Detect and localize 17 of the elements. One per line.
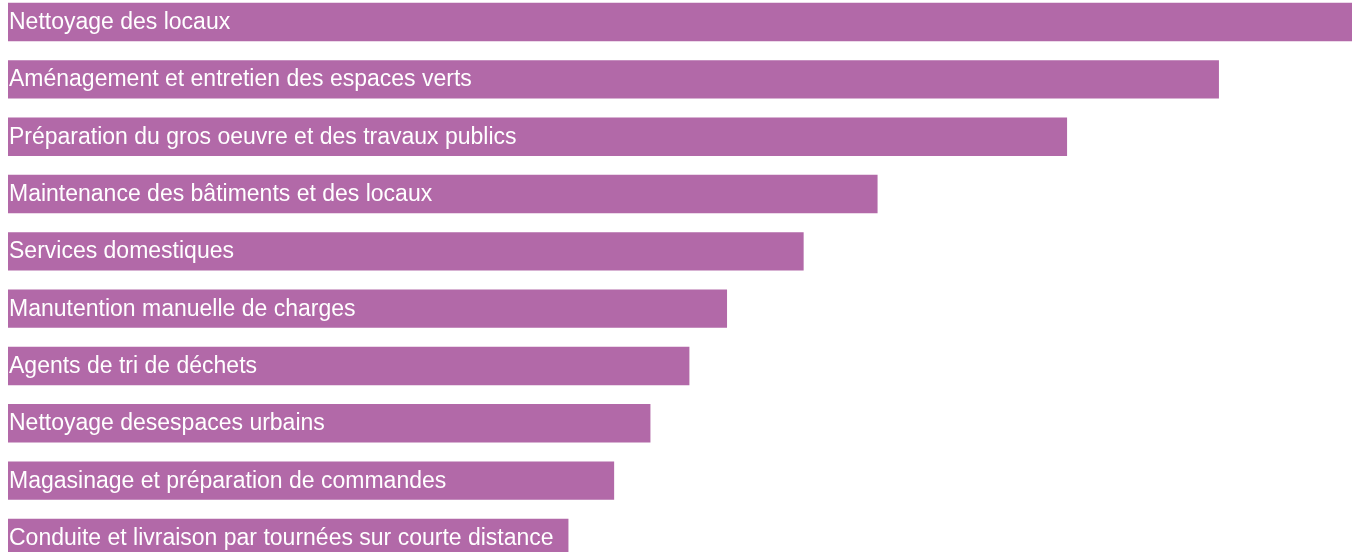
y-tick-label: Aménagement et entretien des espaces verts	[9, 65, 472, 92]
y-tick-label: Services domestiques	[9, 237, 234, 264]
y-tick-label: Agents de tri de déchets	[9, 351, 258, 378]
bar	[8, 2, 1352, 42]
bar	[8, 346, 690, 386]
y-tick-label: Magasinage et préparation de commandes	[9, 466, 447, 493]
bar	[8, 232, 804, 271]
y-tick-label: Manutention manuelle de charges	[9, 294, 356, 321]
y-tick-label: Nettoyage desespaces urbains	[9, 409, 325, 436]
bar	[8, 60, 1219, 99]
bar	[8, 117, 1068, 156]
bar	[8, 289, 728, 328]
y-tick-label: Maintenance des bâtiments et des locaux	[9, 180, 433, 207]
y-tick-label: Préparation du gros oeuvre et des travaux publics	[9, 122, 517, 149]
bar	[8, 174, 878, 214]
y-tick-label: Nettoyage des locaux	[9, 8, 231, 35]
y-tick-label: Conduite et livraison par tournées sur courte distance	[9, 523, 554, 550]
